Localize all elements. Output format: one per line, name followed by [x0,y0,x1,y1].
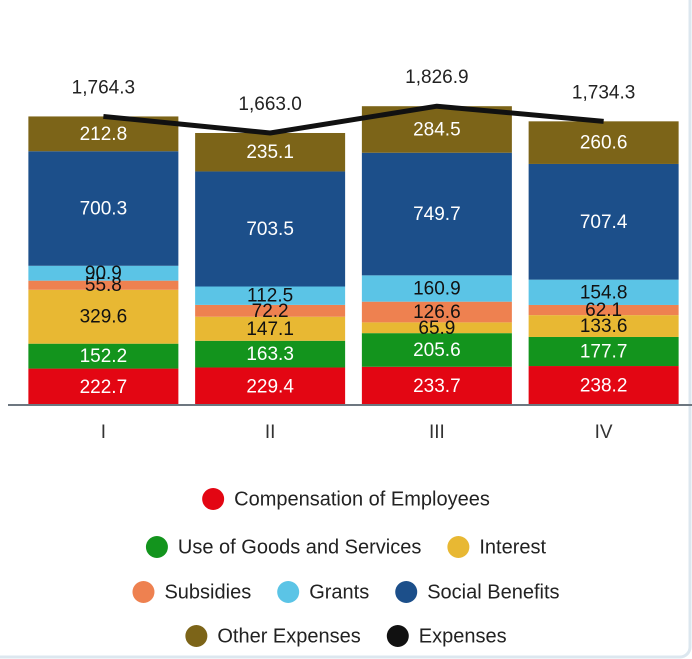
segment-label: 147.1 [246,319,294,340]
x-tick-label: IV [595,422,613,443]
segment-label: 72.2 [252,301,289,322]
line-value-label: 1,663.0 [238,94,301,115]
legend-label: Expenses [419,625,507,647]
legend-swatch [395,581,418,603]
legend-swatch [132,581,155,603]
bar-segment [195,171,346,287]
legend-item: Use of Goods and Services [145,536,421,558]
legend-label: Other Expenses [217,625,360,647]
bar-segment [528,163,679,280]
legend-swatch [202,488,225,510]
line [103,103,604,136]
x-tick-label: II [265,422,276,443]
legend-swatch [386,625,409,647]
segment-label: 749.7 [413,204,461,225]
bar-segment [195,367,346,405]
x-tick-label: III [429,422,445,443]
segment-label: 707.4 [580,212,628,233]
bar-segment [28,289,179,344]
segment-label: 329.6 [80,307,128,328]
segment-label: 163.3 [246,344,294,365]
bar-segment [195,340,346,368]
segment-label: 233.7 [413,376,461,397]
legend-swatch [145,536,168,558]
segment-label: 65.9 [418,318,455,339]
bar-segment [28,280,179,290]
legend-item: Interest [447,536,547,558]
segment-label: 55.8 [85,275,122,296]
bar-segment [361,366,512,405]
bar-segment [28,265,179,281]
line-layer: 1,764.3 1,663.0 1,826.9 1,734.3 [72,67,635,136]
line-value-label: 1,826.9 [405,67,468,88]
bar-segment [361,322,512,334]
segment-label: 222.7 [80,377,128,398]
legend-label: Social Benefits [427,581,559,603]
segment-label: 205.6 [413,340,461,361]
bar-segment [528,315,679,337]
segment-label: 212.8 [80,124,128,145]
legend-label: Use of Goods and Services [178,536,421,558]
bar-segment [28,368,179,405]
legend-item: Social Benefits [395,581,560,603]
segment-label: 126.6 [413,302,461,323]
segment-label: 235.1 [246,142,294,163]
segment-label: 112.5 [247,286,293,307]
bar-segment [361,275,512,302]
segment-label: 284.5 [413,119,461,140]
segment-label: 154.8 [580,282,628,303]
segment-label: 229.4 [246,376,294,397]
segment-label: 133.6 [580,316,628,337]
bar-segment [528,336,679,367]
segment-label: 90.9 [85,263,122,284]
legend-label: Interest [479,536,546,558]
bar-segment [195,132,346,172]
bar-segment [361,152,512,276]
legend-item: Compensation of Employees [202,488,490,510]
segment-label: 177.7 [580,342,628,363]
line-value-label: 1,734.3 [572,82,635,103]
bar-segment [195,316,346,341]
legend-swatch [185,625,208,647]
legend-label: Grants [309,581,369,603]
segment-label: 62.1 [585,300,622,321]
segment-label: 152.2 [80,346,128,367]
bar-segment [195,286,346,305]
legend-item: Other Expenses [185,625,361,647]
bar-segment [528,279,679,305]
bar-segment [528,304,679,316]
bars [28,106,679,405]
segment-label: 160.9 [413,279,461,300]
legend-item: Grants [277,581,369,603]
bar-segment [361,333,512,367]
legend-label: Subsidies [164,581,251,603]
legend-label: Compensation of Employees [234,488,490,510]
bar-segment [528,366,679,405]
x-tick-label: I [101,422,106,443]
line-value-label: 1,764.3 [72,77,135,98]
bar-segment [528,121,679,164]
segment-label: 700.3 [80,199,128,220]
legend-swatch [277,581,300,603]
legend-item: Expenses [386,625,507,647]
segment-label: 703.5 [246,219,294,240]
legend-swatch [447,536,470,558]
segment-labels: 222.7 229.4 233.7 238.2 152.2 163.3 205.6 177.7… [80,119,628,397]
legend-item: Subsidies [132,581,251,603]
bar-segment [28,151,179,266]
bar-segment [361,301,512,323]
bar-segment [28,343,179,369]
segment-label: 260.6 [580,133,628,154]
legend: Compensation of Employees Use of Goods an… [132,488,560,647]
bar-segment [195,304,346,317]
segment-label: 238.2 [580,376,628,397]
